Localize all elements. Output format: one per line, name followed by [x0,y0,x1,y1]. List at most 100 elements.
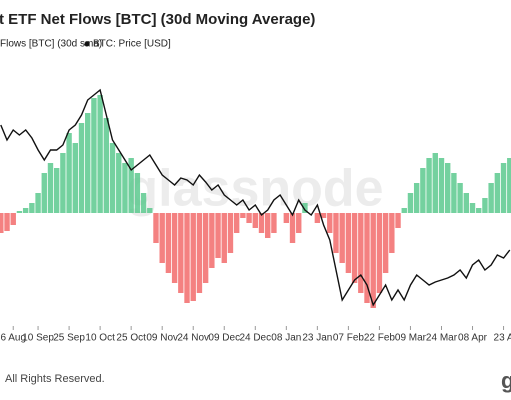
bar [60,153,66,213]
bar [147,208,153,213]
bar [507,158,511,213]
bar [16,211,23,213]
bar [103,118,110,213]
bar [97,95,103,213]
x-tick-label: 23 A [494,333,511,344]
bar [494,173,501,213]
bar [134,173,141,213]
bar [209,213,215,268]
bar [233,213,240,233]
bar [302,203,308,213]
bar [345,213,352,273]
bar [227,213,234,253]
bar [22,208,29,213]
x-tick-label: 10 Oct [85,333,115,344]
bar [178,213,184,293]
bar [407,193,414,213]
bar [469,203,476,213]
bar [165,213,172,273]
bar [457,183,463,213]
bar [265,213,271,238]
bar [10,213,16,225]
x-tick-label: 25 Sep [53,333,85,344]
bar [47,163,54,213]
bar [444,163,451,213]
x-tick-label: 08 Jan [271,333,301,344]
bar [190,213,196,301]
bar [258,213,265,233]
legend-marker [84,41,90,47]
legend-label: BTC: Price [USD] [93,39,171,50]
bar [351,213,358,283]
x-tick-label: 09 Mar [395,333,427,344]
logo: g [501,368,511,393]
bar [78,123,85,213]
bar [438,158,445,213]
bar [395,213,401,228]
bar [159,213,165,263]
bar [153,213,159,243]
chart-title: t ETF Net Flows [BTC] (30d Moving Averag… [0,11,315,28]
legend-label: Flows [BTC] (30d sma) [0,39,102,50]
bar [53,168,60,213]
x-tick-label: 25 Oct [116,333,146,344]
bar [451,173,457,213]
x-tick-label: 24 Dec [239,333,271,344]
bar [420,168,426,213]
bar [122,163,128,213]
bar [296,213,302,233]
bar [413,183,420,213]
bar [196,213,203,293]
x-tick-label: 6 Aug [0,333,26,344]
bar [41,173,47,213]
x-tick-label: 09 Nov [146,333,178,344]
bar [221,213,227,263]
bar [171,213,178,283]
bar [488,183,494,213]
bar [314,213,321,223]
bar [382,213,389,273]
bar [116,153,122,213]
footer: All Rights Reserved. [5,373,105,385]
bar [140,193,147,213]
bar [128,158,134,213]
bar [333,213,339,253]
bar [327,213,333,233]
bar [109,143,116,213]
bar [246,213,252,223]
bar [72,143,79,213]
bar [432,153,438,213]
bar [240,213,246,218]
bar [4,213,10,231]
x-tick-label: 23 Jan [302,333,332,344]
x-tick-label: 22 Feb [364,333,396,344]
bar [463,193,470,213]
bar [482,198,488,213]
x-tick-label: 08 Apr [458,333,488,344]
bar [66,133,72,213]
bar [202,213,209,283]
bar [426,158,432,213]
bar [91,98,97,213]
x-tick-label: 24 Mar [426,333,458,344]
bar [252,213,258,228]
bar [271,213,277,233]
bar [29,203,35,213]
x-tick-label: 24 Nov [177,333,209,344]
x-tick-label: 07 Feb [333,333,365,344]
bar [358,213,364,293]
bar [215,213,221,258]
bar [35,193,41,213]
bar [376,213,383,293]
bar [184,213,190,303]
bar [339,213,345,263]
bar [500,163,507,213]
bar [389,213,395,253]
bar [401,208,407,213]
price-line [0,88,511,307]
bar [476,208,482,213]
bar [289,213,296,243]
bar [283,213,290,223]
x-tick-label: 09 Dec [208,333,240,344]
